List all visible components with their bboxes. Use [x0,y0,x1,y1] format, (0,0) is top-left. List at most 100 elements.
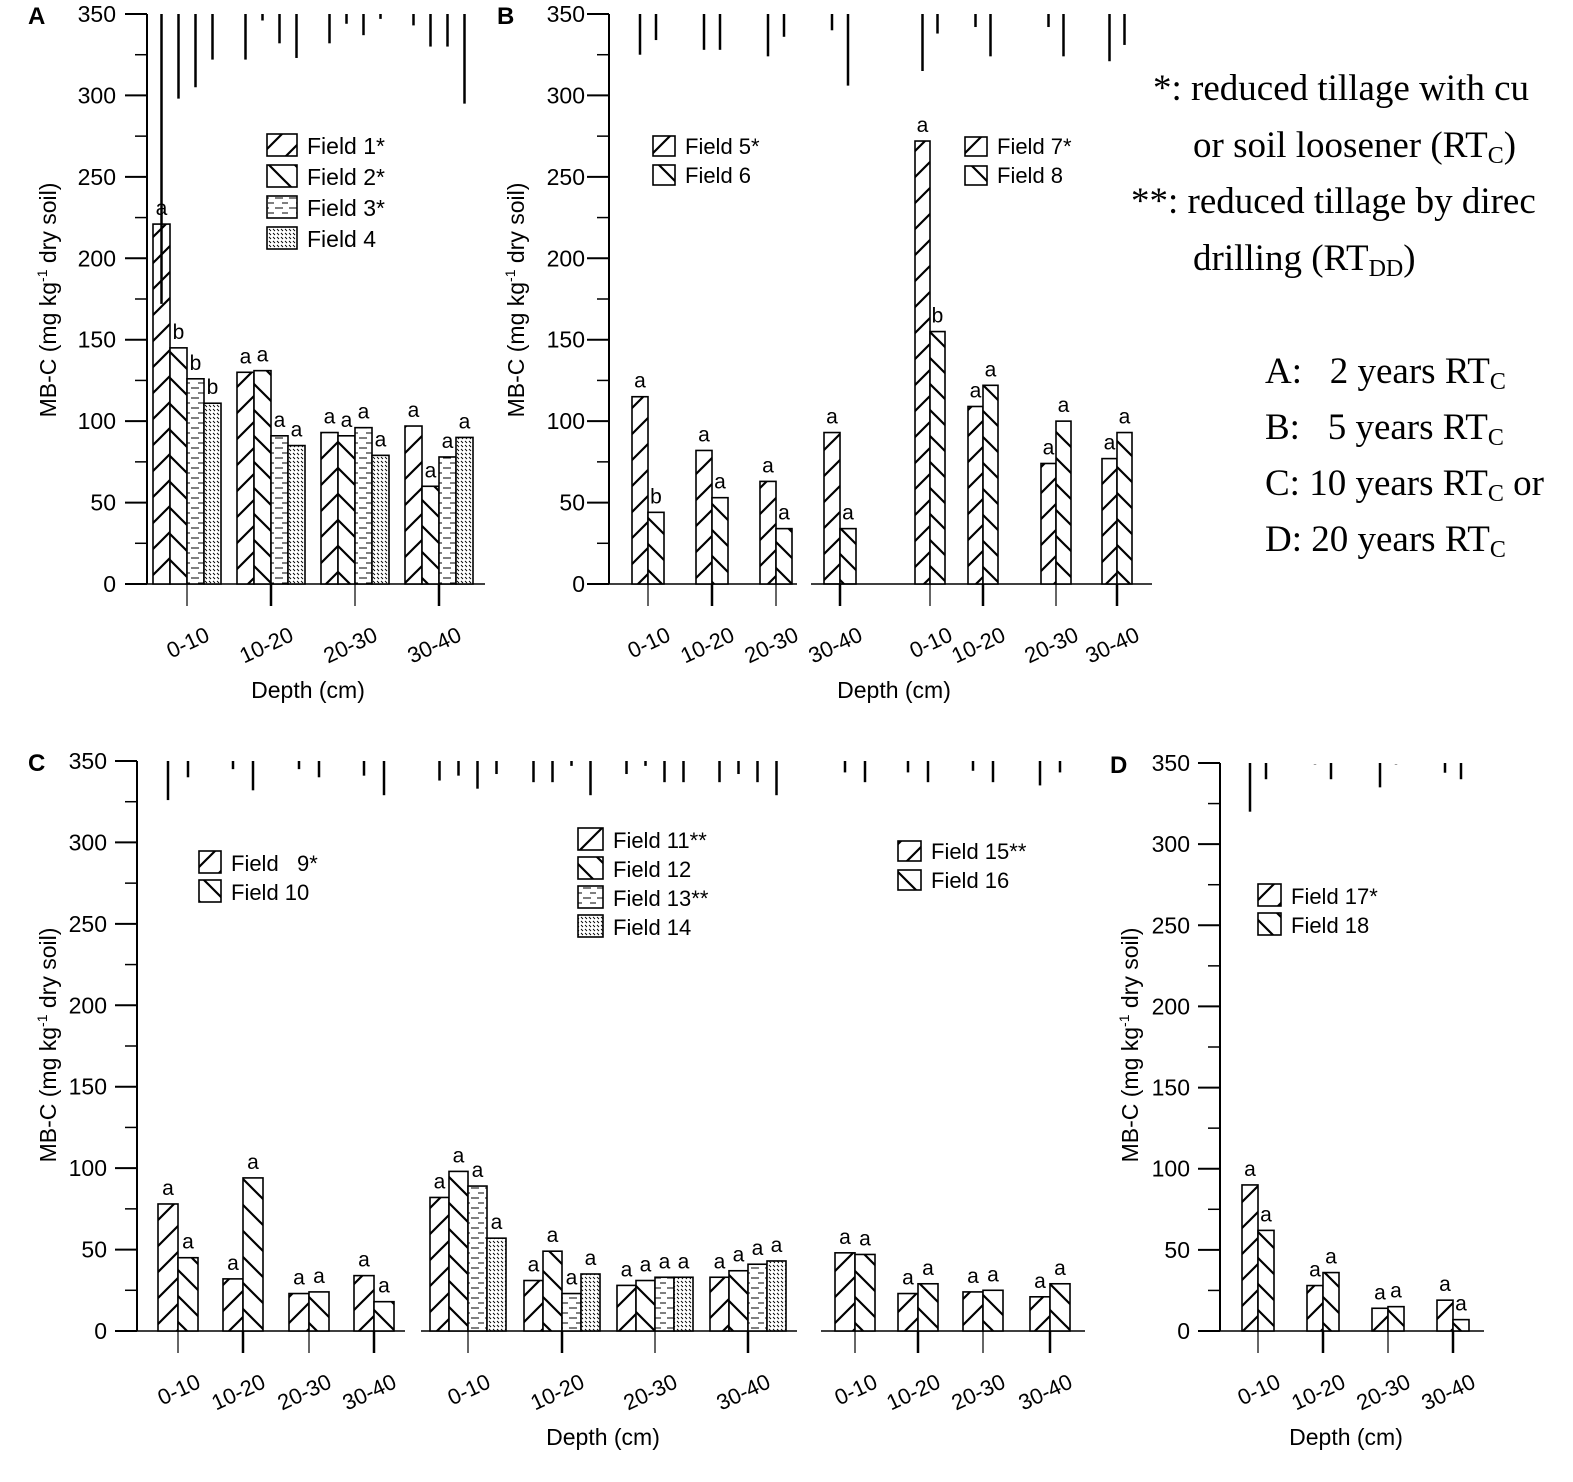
x-tick-label: 20-30 [320,622,382,668]
legend-label: Field 9* [231,851,318,876]
bar [747,1263,768,1332]
bar [236,371,255,585]
note-double-star-cont: drilling (RTDD​) [1193,238,1416,282]
bar [839,527,857,585]
significance-letter: a [375,428,387,451]
bar [897,1292,919,1332]
x-tick-label: 20-30 [620,1369,682,1415]
x-tick-label: 20-30 [948,1369,1010,1415]
bar [561,1292,582,1332]
legend-label: Field 10 [231,880,309,905]
bar [429,1196,450,1332]
significance-letter: a [291,419,303,442]
y-tick-label: 200 [69,992,107,1018]
y-tick-label: 50 [81,1237,107,1263]
y-axis-label: MB-C (mg kg-1 dry soil) [1116,928,1143,1163]
bar [917,1282,939,1332]
legend-swatch [964,165,988,186]
significance-letter: a [917,114,929,137]
bar [523,1279,544,1332]
bar [1452,1318,1470,1332]
significance-letter: a [902,1267,914,1290]
legend-label: Field 7* [997,134,1072,159]
significance-letter: a [378,1275,390,1298]
significance-letter: a [762,454,774,477]
bar [1371,1307,1389,1332]
x-tick-label: 30-40 [805,622,867,668]
x-tick-label: 30-40 [713,1369,775,1415]
x-axis-label: Depth (cm) [546,1424,660,1450]
significance-letter: a [240,345,252,368]
significance-letter: a [453,1144,465,1167]
bar [654,1276,675,1332]
bar [1101,457,1118,585]
panel-d: D 0 50 100 150 200 250 300 350 MB-C (mg kg-1 dry … [1110,750,1484,1450]
bar-group: 0-10abbb10-20aaaa20-30aaaa30-40aaaaField… [147,14,485,668]
significance-letter: a [733,1244,745,1267]
significance-letter: a [528,1254,540,1277]
bar [288,1292,310,1332]
y-tick-label: 0 [1177,1318,1190,1344]
bar [1040,462,1057,585]
significance-letter: a [227,1252,239,1275]
legend-swatch [198,879,222,903]
y-tick-label: 300 [78,82,116,108]
legend-label: Field 1* [307,133,385,159]
significance-letter: a [634,370,646,393]
significance-letter: a [1374,1281,1386,1304]
y-tick-label: 100 [78,408,116,434]
legend-swatch [577,885,604,909]
legend-swatch [266,195,298,219]
y-tick-label: 250 [547,164,585,190]
bar [169,347,188,585]
x-tick-label: 10-20 [677,622,739,668]
bar [486,1237,507,1332]
legend: Field 15** Field 16 [897,839,1027,893]
legend-swatch [577,914,604,938]
y-tick-label: 200 [1152,993,1190,1019]
bar [711,496,729,585]
x-tick-label: 0-10 [906,622,956,663]
legend-swatch [897,869,922,891]
bar [709,1276,730,1332]
note-double-star: **: reduced tillage by direc [1131,181,1536,222]
x-tick-label: 20-30 [1353,1369,1415,1415]
bar [1436,1299,1454,1332]
bar [967,405,984,585]
bar [308,1291,330,1332]
y-tick-label: 200 [547,245,585,271]
x-tick-label: 10-20 [1288,1369,1350,1415]
significance-letter: a [714,1250,726,1273]
significance-letter: a [678,1250,690,1273]
significance-letter: a [1119,406,1131,429]
significance-letter: a [1058,394,1070,417]
panel-label: C [28,750,45,777]
legend-swatch [964,136,988,157]
bar [373,1300,395,1332]
legend-label: Field 5* [685,134,760,159]
bar [1116,431,1133,585]
y-tick-label: 250 [1152,912,1190,938]
significance-letter: a [621,1258,633,1281]
significance-letter: a [341,409,353,432]
significance-letter: a [859,1227,871,1250]
bar [371,454,390,585]
x-tick-label: 0-10 [831,1369,881,1410]
bar [982,384,999,585]
significance-letter: a [1455,1293,1467,1316]
bar [287,444,306,585]
significance-letter: b [650,485,662,508]
bar [929,330,946,585]
duration-note: A: 2 years RTC​ [1265,351,1506,395]
significance-letter: a [771,1234,783,1257]
legend: Field 5* Field 6 [652,134,760,188]
y-tick-label: 150 [547,327,585,353]
significance-letter: a [778,502,790,525]
legend-label: Field 17* [1291,884,1378,909]
duration-note: B: 5 years RTC​ [1265,407,1504,451]
significance-letter: a [358,1249,370,1272]
bar [253,369,272,585]
significance-letter: a [182,1231,194,1254]
